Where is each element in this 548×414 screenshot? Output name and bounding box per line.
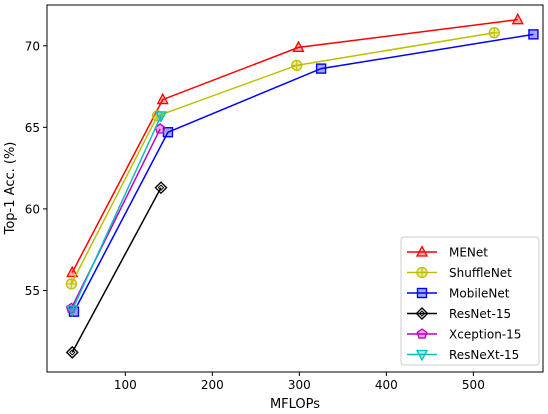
series-line-shufflenet bbox=[70, 31, 495, 285]
legend-entry-mobilenet: MobileNet bbox=[407, 287, 510, 301]
series-layer bbox=[65, 12, 539, 359]
legend-entry-menet: MENet bbox=[407, 245, 488, 260]
legend-marker bbox=[415, 349, 429, 362]
series-line-menet bbox=[71, 18, 518, 273]
x-axis-label: MFLOPs bbox=[270, 397, 320, 412]
data-point-resnext-15 bbox=[154, 111, 168, 123]
legend-label: ResNeXt-15 bbox=[449, 348, 519, 362]
legend-label: MobileNet bbox=[449, 287, 510, 301]
data-point-resnet-15 bbox=[65, 345, 79, 359]
data-point-resnet-15 bbox=[154, 181, 168, 195]
x-tick-label: 100 bbox=[114, 378, 137, 392]
legend-label: MENet bbox=[449, 246, 488, 260]
series-xception-15 bbox=[65, 123, 166, 314]
data-point-menet bbox=[156, 92, 169, 105]
series-line-resnet-15 bbox=[71, 187, 162, 353]
legend-marker bbox=[416, 266, 428, 279]
series-line-mobilenet bbox=[73, 33, 534, 312]
legend-entry-shufflenet: ShuffleNet bbox=[407, 266, 512, 280]
legend-box bbox=[400, 236, 540, 366]
legend-entry-resnext-15: ResNeXt-15 bbox=[407, 348, 519, 362]
y-tick-label: 60 bbox=[25, 202, 40, 216]
data-point-mobilenet bbox=[528, 29, 539, 40]
series-line-resnext-15 bbox=[71, 115, 162, 311]
plot-frame bbox=[46, 4, 544, 373]
data-point-menet bbox=[292, 40, 305, 53]
series-shufflenet bbox=[65, 27, 500, 290]
legend-label: Xception-15 bbox=[449, 328, 521, 342]
x-axis: 100 200 300 400 500 bbox=[114, 372, 485, 392]
y-axis-label: Top-1 Acc. (%) bbox=[3, 142, 18, 236]
data-point-menet bbox=[511, 12, 524, 25]
x-tick-label: 200 bbox=[201, 378, 224, 392]
data-point-menet bbox=[66, 265, 79, 278]
data-point-shufflenet bbox=[65, 278, 78, 290]
legend-label: ShuffleNet bbox=[449, 266, 512, 280]
legend-label: ResNet-15 bbox=[449, 307, 511, 321]
series-resnet-15 bbox=[65, 181, 168, 359]
legend-marker bbox=[416, 287, 428, 299]
legend-marker bbox=[416, 328, 428, 339]
y-tick-label: 65 bbox=[25, 121, 40, 135]
series-menet bbox=[66, 12, 524, 278]
data-point-shufflenet bbox=[291, 59, 303, 72]
data-point-shufflenet bbox=[488, 27, 500, 39]
legend-marker bbox=[415, 245, 429, 257]
series-mobilenet bbox=[68, 29, 539, 317]
data-point-mobilenet bbox=[315, 63, 327, 74]
y-tick-label: 70 bbox=[25, 39, 40, 53]
data-point-resnext-15 bbox=[66, 305, 79, 317]
series-resnext-15 bbox=[66, 111, 168, 317]
legend-entry-xception-15: Xception-15 bbox=[407, 328, 521, 342]
legend-marker bbox=[415, 307, 429, 320]
x-tick-label: 500 bbox=[462, 378, 485, 392]
legend: MENet ShuffleNet MobileNet ResNet-15 Xceptio… bbox=[400, 236, 540, 366]
legend-entry-resnet-15: ResNet-15 bbox=[407, 307, 511, 321]
y-tick-label: 55 bbox=[25, 284, 40, 298]
x-tick-label: 400 bbox=[375, 378, 398, 392]
x-tick-label: 300 bbox=[288, 378, 311, 392]
y-axis: 55 60 65 70 bbox=[25, 39, 47, 298]
